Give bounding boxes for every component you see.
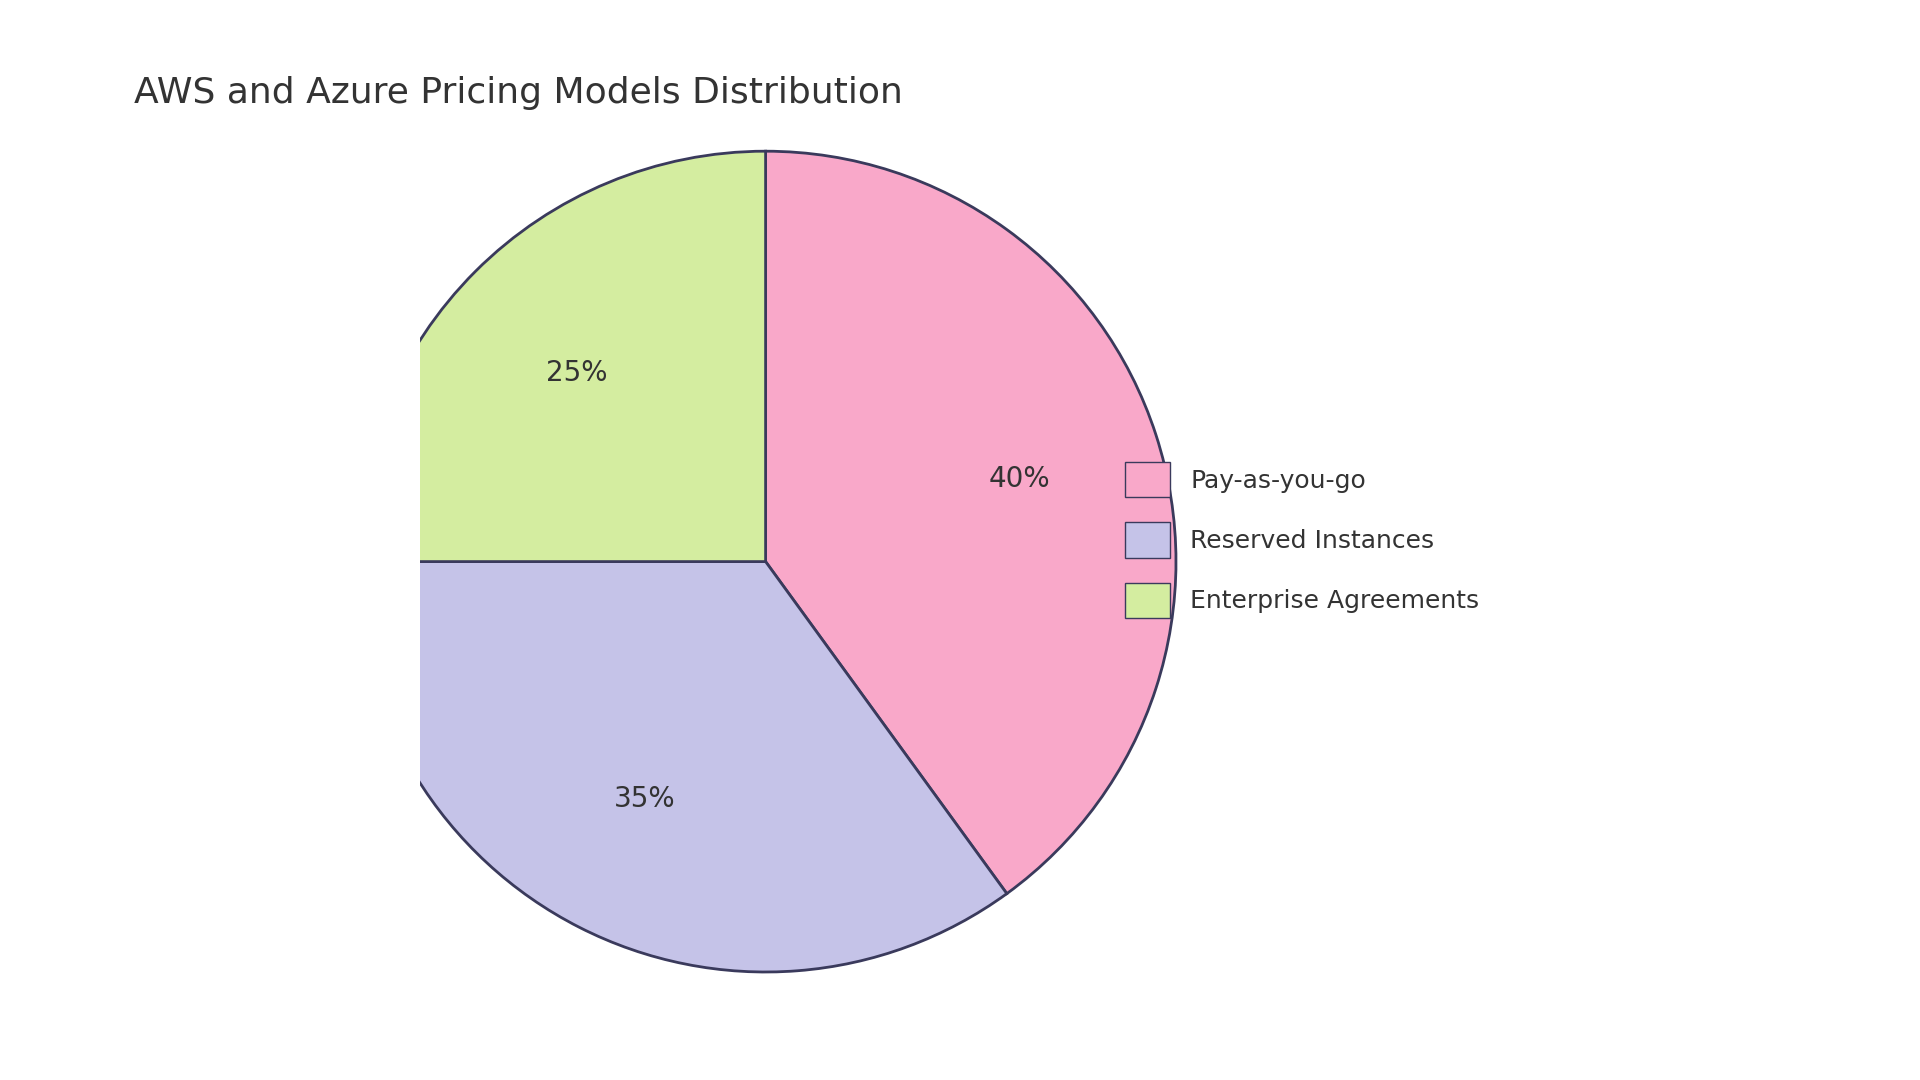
Text: 35%: 35% — [614, 785, 676, 813]
Text: AWS and Azure Pricing Models Distribution: AWS and Azure Pricing Models Distributio… — [134, 76, 902, 109]
Wedge shape — [766, 151, 1175, 893]
Wedge shape — [355, 151, 766, 562]
Text: 40%: 40% — [989, 465, 1050, 494]
Legend: Pay-as-you-go, Reserved Instances, Enterprise Agreements: Pay-as-you-go, Reserved Instances, Enter… — [1114, 449, 1492, 631]
Wedge shape — [355, 562, 1006, 972]
Text: 25%: 25% — [545, 359, 609, 387]
